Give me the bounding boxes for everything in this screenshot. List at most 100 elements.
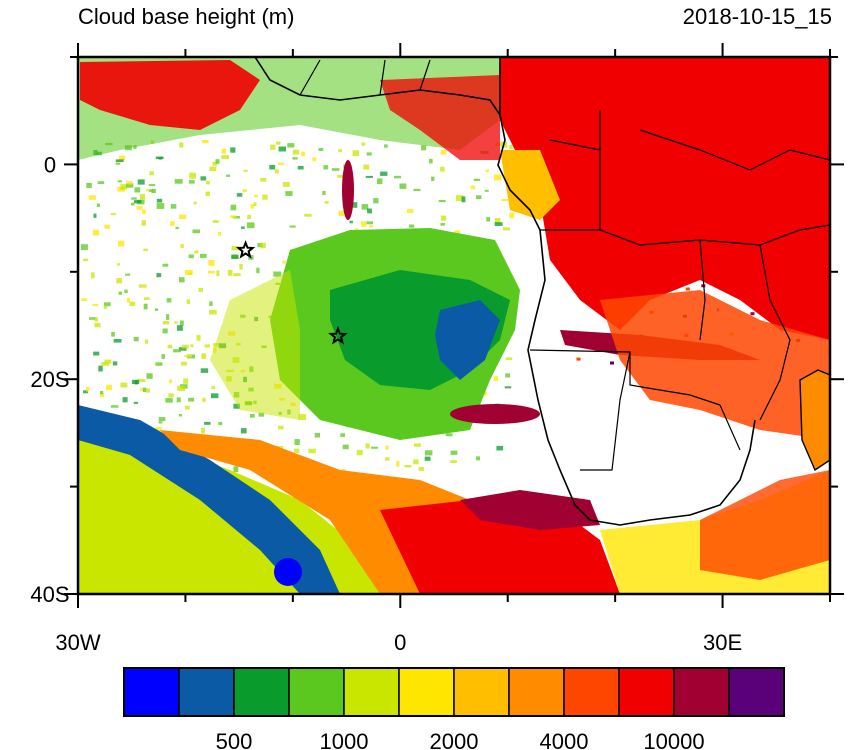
cloud-speck — [156, 273, 162, 278]
cloud-speck — [170, 221, 175, 226]
cloud-speck — [273, 271, 282, 277]
cloud-region-sc-edge — [210, 270, 300, 420]
cloud-speck — [349, 220, 353, 224]
cloud-speck — [131, 202, 135, 206]
cloud-speck — [145, 339, 149, 344]
cloud-speck — [193, 201, 197, 205]
cloud-speck — [83, 390, 88, 394]
cloud-speck — [126, 297, 130, 303]
cloud-speck — [100, 390, 104, 395]
cloud-speck — [233, 273, 241, 277]
cloud-speck — [496, 445, 504, 451]
lon-tick-label: 0 — [394, 630, 406, 655]
cloud-speck — [394, 175, 401, 179]
cloud-speck — [112, 361, 118, 366]
colorbar-label: 2000 — [430, 729, 479, 750]
lat-tick-label: 40S — [30, 582, 69, 607]
cloud-speck — [384, 457, 390, 461]
clear-sky-gap — [575, 321, 584, 330]
cloud-region-north-red — [80, 60, 260, 130]
cloud-region-africa-high — [500, 57, 830, 340]
cloud-speck — [242, 189, 247, 193]
cloud-speck — [155, 427, 162, 433]
cloud-speck — [142, 209, 146, 214]
madagascar-outline — [799, 369, 830, 472]
cloud-speck — [342, 444, 349, 450]
cloud-speck — [215, 159, 220, 164]
cloud-speck — [137, 179, 145, 185]
cloud-speck — [120, 184, 128, 190]
cloud-speck — [294, 439, 300, 445]
cloud-speck — [89, 317, 97, 320]
star-marker — [328, 325, 348, 345]
cloud-speck — [216, 270, 220, 277]
cloud-speck — [202, 397, 206, 402]
cloud-speck — [104, 224, 111, 229]
cloud-speck — [110, 405, 119, 408]
cloud-speck — [118, 291, 122, 295]
clear-sky-gap — [581, 329, 586, 333]
cloud-speck — [276, 141, 281, 145]
cloud-speck — [97, 181, 105, 185]
cloud-speck — [143, 248, 148, 251]
cloud-speck — [104, 359, 112, 364]
cloud-speck — [145, 188, 150, 192]
cloud-speck — [289, 225, 296, 228]
cloud-speck — [155, 362, 163, 366]
colorbar-swatch — [453, 667, 510, 717]
cloud-speck — [92, 304, 99, 307]
colorbar-label: 10000 — [643, 729, 704, 750]
cloud-speck — [504, 386, 512, 389]
clear-sky-gap — [716, 294, 721, 300]
cloud-speck — [341, 469, 346, 472]
cloud-speck — [179, 277, 185, 283]
cloud-speck — [178, 414, 182, 417]
cloud-streak-2 — [342, 160, 354, 220]
cloud-speck — [241, 226, 245, 229]
colorbar-swatch — [343, 667, 400, 717]
cloud-speck — [278, 146, 287, 152]
colorbar-label: 1000 — [320, 729, 369, 750]
cloud-speck — [122, 397, 128, 403]
cloud-speck — [297, 165, 304, 170]
cloud-speck — [185, 269, 193, 276]
cloud-speck — [450, 450, 458, 455]
cloud-streak-1 — [450, 404, 540, 424]
cloud-speck — [173, 349, 181, 353]
cloud-speck — [125, 273, 131, 276]
cloud-speck — [176, 397, 181, 403]
cloud-region-low-vortex — [274, 558, 302, 586]
cloud-speck — [118, 240, 125, 247]
cloud-speck — [175, 226, 179, 230]
cloud-speck — [221, 155, 230, 159]
cloud-speck — [101, 362, 110, 366]
colorbar-swatch — [123, 667, 180, 717]
cloud-region-coast-yellow — [500, 150, 560, 220]
cloud-speck — [202, 140, 209, 144]
cloud-speck — [158, 417, 166, 422]
cloud-speck — [211, 393, 219, 399]
cloud-speck — [158, 157, 163, 160]
cloud-speck — [282, 182, 290, 187]
colorbar-label: 4000 — [540, 729, 589, 750]
cloud-speck — [144, 297, 150, 300]
cloud-speck — [366, 221, 373, 225]
cloud-speck — [111, 331, 115, 337]
cloud-speck — [366, 152, 372, 156]
cloud-speck — [205, 191, 210, 197]
cloud-speck — [88, 195, 97, 200]
cloud-speck — [509, 144, 514, 149]
cloud-speck — [93, 351, 100, 356]
cloud-speck — [94, 322, 101, 328]
cloud-speck — [201, 427, 205, 434]
cloud-speck — [250, 414, 255, 418]
cloud-speck — [227, 269, 233, 276]
cloud-speck — [429, 158, 433, 164]
cloud-speck — [166, 298, 172, 303]
colorbar-swatch — [178, 667, 235, 717]
cloud-speck — [80, 244, 88, 251]
cloud-speck — [450, 460, 457, 463]
cloud-speck — [207, 270, 215, 274]
cloud-speck — [373, 198, 379, 204]
cloud-speck — [167, 344, 173, 349]
